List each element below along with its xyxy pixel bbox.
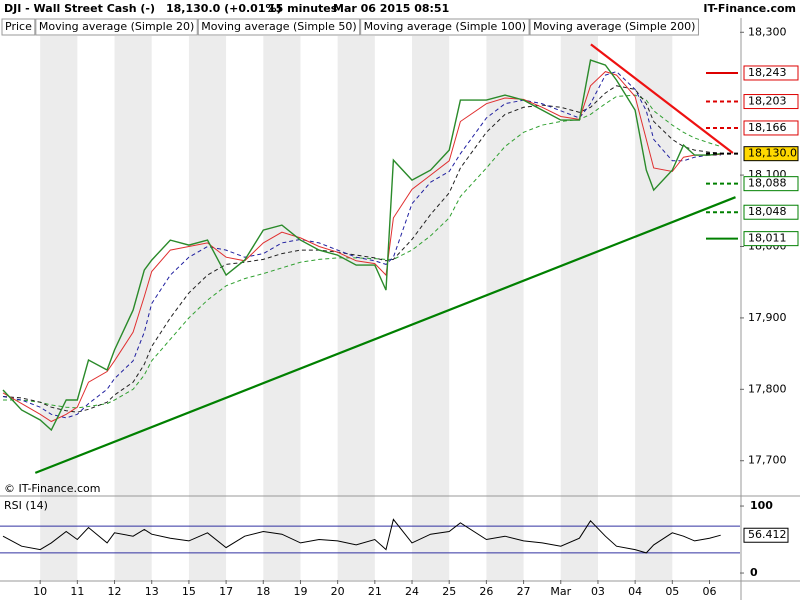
legend-entry: Moving average (Simple 200) (533, 20, 695, 33)
series-line (2, 85, 721, 413)
x-tick-label: 13 (145, 585, 159, 598)
level-label: 18,243 (748, 66, 787, 79)
legend-entry: Moving average (Simple 50) (201, 20, 356, 33)
x-tick-label: 15 (182, 585, 196, 598)
series-line (3, 94, 721, 409)
y-tick-label: 18,300 (748, 25, 787, 38)
day-band (486, 36, 524, 580)
interval: 15 minutes (268, 2, 338, 15)
legend-entry: Moving average (Simple 20) (39, 20, 194, 33)
x-tick-label: 06 (703, 585, 717, 598)
level-label: 18,130.0 (748, 147, 797, 160)
last-price: 18,130.0 (+0.01%) (166, 2, 282, 15)
day-band (635, 36, 673, 580)
legend-box (1, 18, 36, 36)
legend-entry: Price (5, 20, 32, 33)
plot-layer (2, 43, 736, 474)
y-tick-label: 17,900 (748, 311, 787, 324)
y-tick-label: 17,800 (748, 382, 787, 395)
legend-box (529, 18, 699, 36)
level-label: 18,088 (748, 177, 787, 190)
date: Mar 06 2015 08:51 (333, 2, 449, 15)
copyright: © IT-Finance.com (4, 482, 101, 495)
level-label: 18,203 (748, 95, 787, 108)
x-tick-label: 20 (331, 585, 345, 598)
rsi-tick-label: 0 (750, 566, 758, 579)
level-label-box (743, 120, 799, 136)
level-label-box (743, 204, 799, 220)
x-tick-label: 17 (219, 585, 233, 598)
series-line (2, 59, 721, 432)
series-line (2, 71, 721, 423)
day-band (560, 36, 598, 580)
rsi-value-label: 56.412 (748, 528, 787, 541)
legend-entry: Moving average (Simple 100) (364, 20, 526, 33)
x-tick-label: 26 (479, 585, 493, 598)
legend-box (197, 18, 361, 36)
rsi-line (2, 518, 721, 554)
day-band (188, 36, 227, 580)
legend-box (35, 18, 198, 36)
rsi-value-box (743, 527, 789, 543)
source: IT-Finance.com (703, 2, 796, 15)
y-tick-label: 17,700 (748, 454, 787, 467)
level-label-box (743, 146, 799, 162)
title: DJI - Wall Street Cash (-) (4, 2, 155, 15)
x-tick-label: 03 (591, 585, 605, 598)
level-label: 18,166 (748, 121, 787, 134)
level-label: 18,048 (748, 205, 787, 218)
x-tick-label: 11 (70, 585, 84, 598)
x-tick-label: 19 (293, 585, 307, 598)
level-label: 18,011 (748, 232, 787, 245)
day-band (337, 36, 375, 580)
x-tick-label: 10 (33, 585, 47, 598)
legend-box (360, 18, 530, 36)
x-tick-label: 27 (517, 585, 531, 598)
x-tick-label: 18 (256, 585, 270, 598)
x-tick-label: 05 (665, 585, 679, 598)
header-bg (0, 0, 800, 18)
trend-line (590, 43, 734, 154)
level-label-box (743, 65, 799, 81)
x-tick-label: Mar (550, 585, 571, 598)
level-label-box (743, 231, 799, 247)
level-label-box (743, 176, 799, 192)
level-label-box (743, 94, 799, 110)
day-band (263, 36, 301, 580)
series-line (2, 71, 721, 419)
x-tick-label: 24 (405, 585, 419, 598)
rsi-tick-label: 100 (750, 499, 773, 512)
day-bands (40, 36, 673, 580)
x-tick-label: 12 (108, 585, 122, 598)
trend-line (34, 196, 736, 474)
day-band (412, 36, 450, 580)
x-tick-label: 25 (442, 585, 456, 598)
x-tick-label: 04 (628, 585, 642, 598)
rsi-title: RSI (14) (4, 499, 48, 512)
day-band (40, 36, 78, 580)
x-tick-label: 21 (368, 585, 382, 598)
